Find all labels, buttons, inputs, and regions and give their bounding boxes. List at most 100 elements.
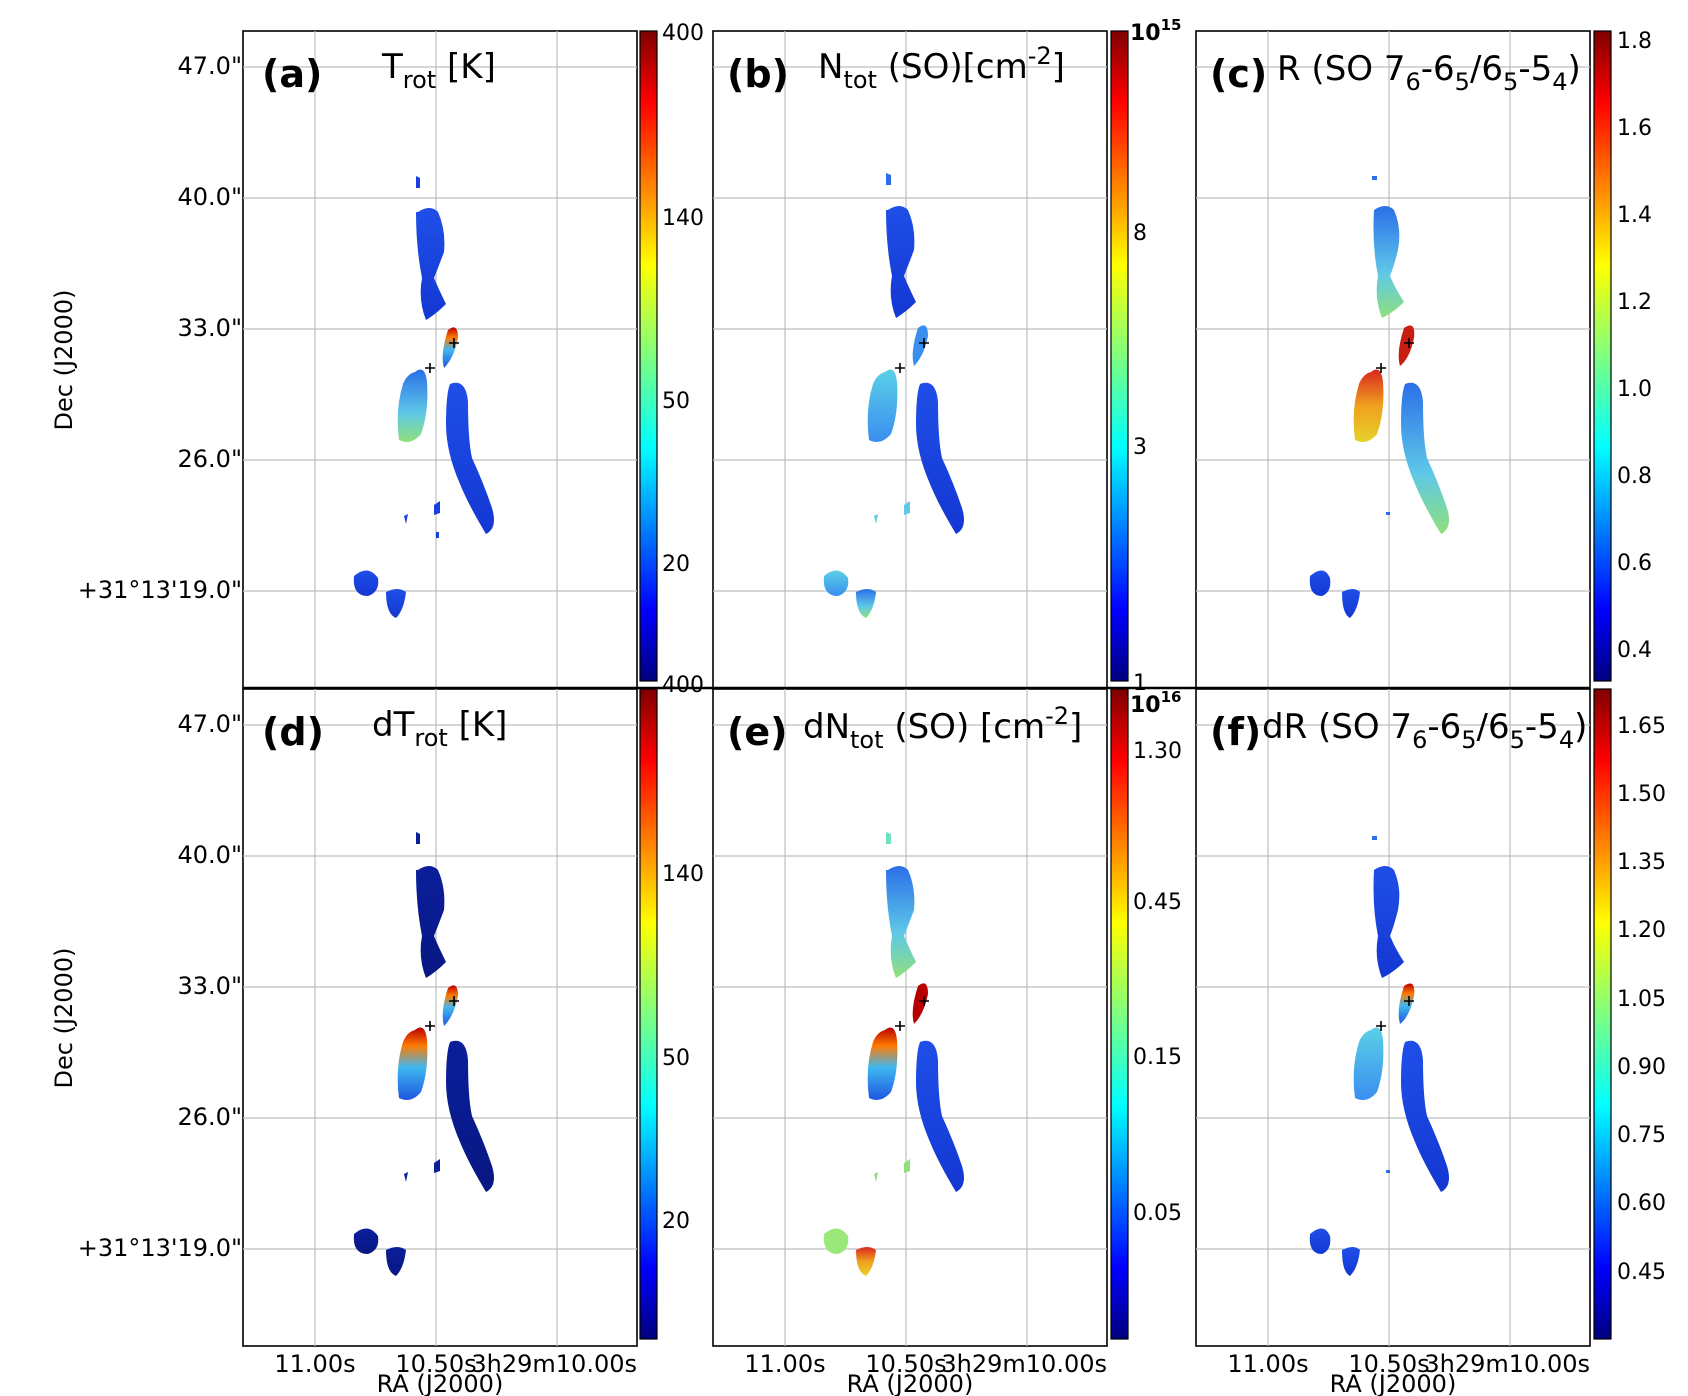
dec-tick: +31°13'19.0" [78,576,242,604]
cb-label: 50 [662,389,690,414]
panel-b: (b) Ntot (SO)[cm-2] 1015 8 3 1 [712,16,1182,696]
title-end: ] [1069,707,1082,747]
cb-label: 1.30 [1133,739,1182,764]
panel-a: (a) Trot [K] 400 140 50 20 [242,21,704,689]
panel-f: (f) dR (SO 76-65/65-54) 1.65 1.50 1.35 1… [1195,688,1666,1396]
title-tail: (SO)[cm [877,47,1028,87]
title-m3: -5 [1525,707,1559,747]
ra-tick: 11.00s [274,1350,355,1378]
grid-c [1196,31,1590,688]
ra-tick: 10.50s [865,1350,946,1378]
panel-d: (d) dTrot [K] 400 140 50 20 11.00s 10.50… [242,673,704,1396]
cb-label: 0.60 [1617,1191,1666,1216]
title-m2: /6 [1470,49,1503,89]
dec-tick: 47.0" [178,52,242,80]
panel-title-c: R (SO 76-65/65-54) [1277,49,1581,96]
emission-map-b [823,173,964,618]
emission-map-d [353,832,494,1276]
panel-title-a: Trot [K] [381,47,496,94]
source-markers-e [895,996,929,1031]
title-end: ] [1052,47,1065,87]
title-main: N [818,47,843,87]
title-sub: rot [403,66,436,94]
title-sub: tot [850,726,884,754]
dec-tick: +31°13'19.0" [78,1234,242,1262]
cb-exp-base: 10 [1130,693,1161,718]
cb-label: 1.4 [1617,203,1652,228]
title-s2: 5 [1455,68,1470,96]
dec-tick: 33.0" [178,314,242,342]
title-sub: tot [843,66,877,94]
cb-label: 0.05 [1133,1201,1182,1226]
title-m3: -5 [1518,49,1552,89]
source-markers-c [1376,338,1414,373]
panel-title-e: dNtot (SO) [cm-2] [803,702,1082,754]
cb-label: 0.45 [1617,1260,1666,1285]
cb-label: 1.50 [1617,782,1666,807]
ra-ticks-e: 11.00s 10.50s 3h29m10.00s RA (J2000) [744,1350,1107,1396]
cb-label: 1 [1133,671,1147,696]
ra-tick: 11.00s [1227,1350,1308,1378]
ra-tick: 11.00s [744,1350,825,1378]
title-main: T [381,47,403,87]
title-tail: (SO) [cm [884,707,1046,747]
cb-label: 0.4 [1617,638,1652,663]
ra-axis-label-e: RA (J2000) [847,1370,974,1396]
emission-map-a [353,176,494,618]
cb-exp-sup: 15 [1161,16,1182,34]
panel-letter-f: (f) [1210,710,1261,754]
dec-tick: 47.0" [178,710,242,738]
panel-title-d: dTrot [K] [372,705,507,752]
cb-exponent: 1016 [1130,688,1182,718]
cb-label: 1.20 [1617,918,1666,943]
panel-letter-a: (a) [262,52,322,96]
panel-letter-b: (b) [727,52,789,96]
panel-title-b: Ntot (SO)[cm-2] [818,42,1065,94]
cb-label: 1.05 [1617,987,1666,1012]
cb-exponent: 1015 [1130,16,1182,46]
cb-label: 0.75 [1617,1123,1666,1148]
cb-exp-base: 10 [1130,21,1161,46]
panel-letter-d: (d) [262,710,324,754]
dec-tick: 40.0" [178,841,242,869]
title-s1: 6 [1405,68,1420,96]
cb-label: 0.6 [1617,551,1652,576]
cb-label: 3 [1133,435,1147,460]
ra-ticks-f: 11.00s 10.50s 3h29m10.00s RA (J2000) [1227,1350,1590,1396]
cb-label: 20 [662,552,690,577]
cb-label: 1.65 [1617,714,1666,739]
title-s4: 4 [1559,726,1574,754]
cb-label: 0.8 [1617,464,1652,489]
cb-label: 0.45 [1133,890,1182,915]
panel-letter-c: (c) [1210,52,1267,96]
ra-tick: 3h29m10.00s [941,1350,1107,1378]
dec-ticks-top: 47.0" 40.0" 33.0" 26.0" +31°13'19.0" [78,52,242,604]
cb-label: 1.2 [1617,290,1652,315]
title-sup: -2 [1045,702,1069,730]
ra-ticks-d: 11.00s 10.50s 3h29m10.00s RA (J2000) [274,1350,637,1396]
source-markers-d [425,996,459,1031]
cb-label: 20 [662,1209,690,1234]
grid-a [243,31,637,688]
cb-label: 1.35 [1617,850,1666,875]
dec-tick: 33.0" [178,972,242,1000]
cb-label: 0.15 [1133,1045,1182,1070]
title-main: dT [372,705,415,745]
title-main: R (SO 7 [1277,49,1405,89]
cb-label: 1.8 [1617,29,1652,54]
cb-label: 1.0 [1617,377,1652,402]
title-s3: 5 [1510,726,1525,754]
title-s3: 5 [1503,68,1518,96]
source-markers-b [895,338,929,373]
colorbar-a: 400 140 50 20 [639,21,704,682]
colorbar-e: 1016 1.30 0.45 0.15 0.05 [1110,688,1182,1340]
colorbar-b: 1015 8 3 1 [1110,16,1182,696]
panel-title-f: dR (SO 76-65/65-54) [1262,707,1587,754]
title-s2: 5 [1461,726,1476,754]
title-m1: -6 [1421,49,1455,89]
ra-tick: 3h29m10.00s [471,1350,637,1378]
title-s4: 4 [1552,68,1567,96]
cb-label: 0.90 [1617,1055,1666,1080]
grid-e [713,689,1107,1346]
